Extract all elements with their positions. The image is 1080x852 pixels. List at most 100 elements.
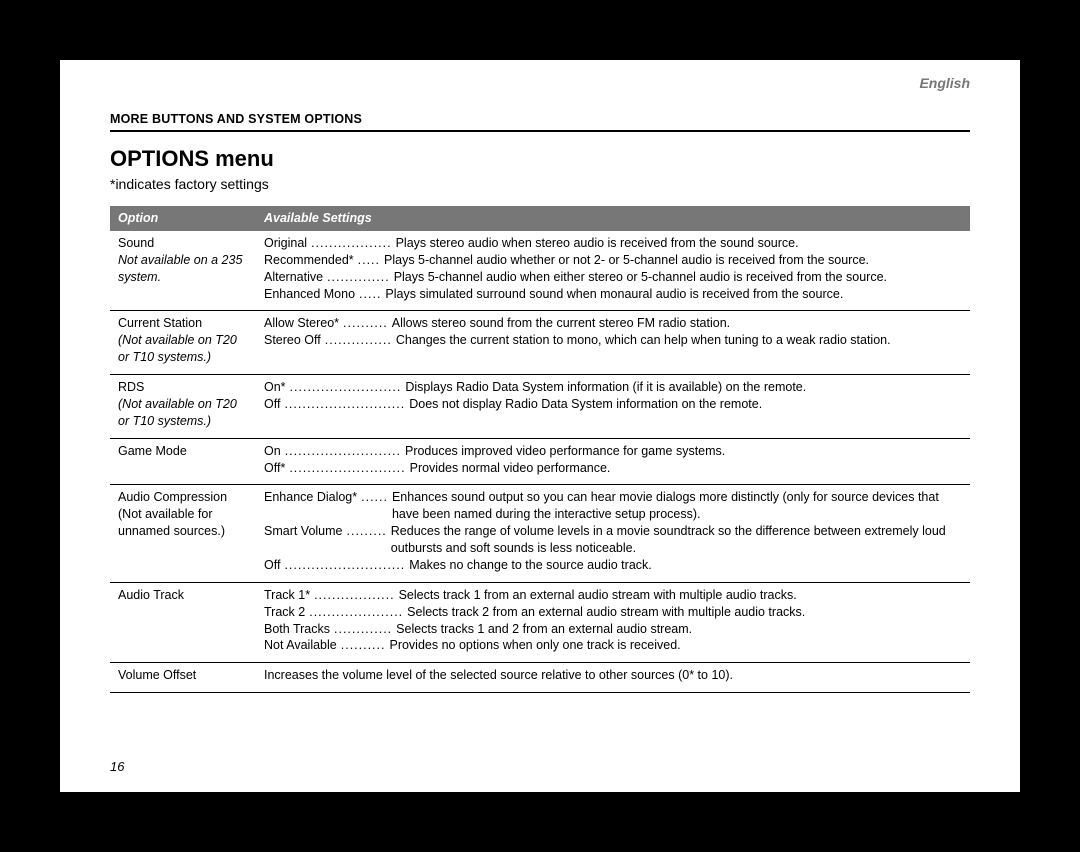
setting-desc: Enhances sound output so you can hear mo… (392, 489, 962, 523)
option-name: Audio Compression (118, 489, 248, 506)
setting-label: Smart Volume (264, 523, 343, 540)
setting-desc: Makes no change to the source audio trac… (409, 557, 962, 574)
option-note: (Not available on T20 or T10 systems.) (118, 332, 248, 366)
setting-desc: Plays simulated surround sound when mona… (385, 286, 962, 303)
setting-desc: Plays 5-channel audio whether or not 2- … (384, 252, 962, 269)
setting-row: Track 2.....................Selects trac… (264, 604, 962, 621)
setting-desc: Reduces the range of volume levels in a … (391, 523, 962, 557)
setting-row: Enhanced Mono.....Plays simulated surrou… (264, 286, 962, 303)
leader-dots: .......................... (285, 460, 409, 477)
language-label: English (919, 75, 970, 91)
setting-row: Recommended*.....Plays 5-channel audio w… (264, 252, 962, 269)
option-cell: Current Station(Not available on T20 or … (110, 311, 256, 375)
page-number: 16 (110, 759, 124, 774)
leader-dots: ............... (321, 332, 396, 349)
setting-desc: Plays stereo audio when stereo audio is … (396, 235, 962, 252)
option-cell: Audio Track (110, 582, 256, 663)
setting-row: Smart Volume.........Reduces the range o… (264, 523, 962, 557)
table-row: Volume Offset Increases the volume level … (110, 663, 970, 693)
setting-desc: Plays 5-channel audio when either stereo… (394, 269, 962, 286)
table-row: Audio TrackTrack 1*..................Sel… (110, 582, 970, 663)
setting-row: Off...........................Makes no c… (264, 557, 962, 574)
option-cell: RDS(Not available on T20 or T10 systems.… (110, 375, 256, 439)
leader-dots: ......................... (286, 379, 406, 396)
setting-row: Stereo Off...............Changes the cur… (264, 332, 962, 349)
setting-row: Both Tracks.............Selects tracks 1… (264, 621, 962, 638)
setting-label: Off* (264, 460, 285, 477)
setting-label: Enhanced Mono (264, 286, 355, 303)
leader-dots: .......... (337, 637, 390, 654)
settings-cell: On..........................Produces imp… (256, 438, 970, 485)
leader-dots: .......... (339, 315, 392, 332)
setting-label: Original (264, 235, 307, 252)
leader-dots: .......................... (281, 443, 405, 460)
table-row: SoundNot available on a 235 system.Origi… (110, 231, 970, 311)
leader-dots: ..................... (305, 604, 407, 621)
option-name: Current Station (118, 315, 248, 332)
setting-label: Track 1* (264, 587, 310, 604)
setting-row: Off*..........................Provides n… (264, 460, 962, 477)
leader-dots: ..... (354, 252, 384, 269)
setting-label: Enhance Dialog* (264, 489, 357, 506)
setting-desc: Selects track 1 from an external audio s… (399, 587, 962, 604)
setting-plain: Increases the volume level of the select… (264, 667, 962, 684)
option-name: Game Mode (118, 443, 248, 460)
section-header-part1: MORE (110, 112, 152, 126)
option-cell: Game Mode (110, 438, 256, 485)
option-note: Not available on a 235 system. (118, 252, 248, 286)
options-table: Option Available Settings SoundNot avail… (110, 206, 970, 693)
page: English MORE BUTTONS AND SYSTEM OPTIONS … (60, 60, 1020, 792)
settings-cell: On*.........................Displays Rad… (256, 375, 970, 439)
leader-dots: ......... (343, 523, 391, 540)
section-header-part2: BUTTONS AND SYSTEM OPTIONS (152, 112, 362, 126)
setting-label: Off (264, 396, 280, 413)
leader-dots: .............. (323, 269, 394, 286)
table-row: Game Mode On..........................Pro… (110, 438, 970, 485)
setting-label: Not Available (264, 637, 337, 654)
section-header: MORE BUTTONS AND SYSTEM OPTIONS (110, 112, 970, 126)
option-cell: Volume Offset (110, 663, 256, 693)
setting-desc: Displays Radio Data System information (… (405, 379, 962, 396)
setting-label: On (264, 443, 281, 460)
setting-row: Alternative..............Plays 5-channel… (264, 269, 962, 286)
setting-label: Off (264, 557, 280, 574)
setting-row: Track 1*..................Selects track … (264, 587, 962, 604)
leader-dots: ........................... (280, 396, 409, 413)
option-note: (Not available on T20 or T10 systems.) (118, 396, 248, 430)
setting-desc: Allows stereo sound from the current ste… (392, 315, 962, 332)
leader-dots: .................. (310, 587, 399, 604)
table-row: RDS(Not available on T20 or T10 systems.… (110, 375, 970, 439)
leader-dots: ...... (357, 489, 392, 506)
section-rule (110, 130, 970, 132)
setting-row: Enhance Dialog*......Enhances sound outp… (264, 489, 962, 523)
settings-cell: Original..................Plays stereo a… (256, 231, 970, 311)
option-name: RDS (118, 379, 248, 396)
setting-label: Alternative (264, 269, 323, 286)
setting-desc: Provides no options when only one track … (389, 637, 962, 654)
page-subtitle: *indicates factory settings (110, 176, 970, 192)
option-cell: Audio Compression(Not available for unna… (110, 485, 256, 582)
setting-desc: Selects track 2 from an external audio s… (407, 604, 962, 621)
setting-label: Track 2 (264, 604, 305, 621)
setting-desc: Selects tracks 1 and 2 from an external … (396, 621, 962, 638)
setting-label: Recommended* (264, 252, 354, 269)
leader-dots: ............. (330, 621, 396, 638)
option-name: Audio Track (118, 587, 248, 604)
settings-cell: Track 1*..................Selects track … (256, 582, 970, 663)
page-title: OPTIONS menu (110, 146, 970, 172)
setting-row: On*.........................Displays Rad… (264, 379, 962, 396)
setting-row: Off...........................Does not d… (264, 396, 962, 413)
settings-cell: Allow Stereo*..........Allows stereo sou… (256, 311, 970, 375)
setting-row: Not Available..........Provides no optio… (264, 637, 962, 654)
setting-label: Stereo Off (264, 332, 321, 349)
leader-dots: ..... (355, 286, 385, 303)
settings-cell: Enhance Dialog*......Enhances sound outp… (256, 485, 970, 582)
table-row: Audio Compression(Not available for unna… (110, 485, 970, 582)
col-option: Option (110, 206, 256, 231)
option-name: Volume Offset (118, 667, 248, 684)
settings-cell: Increases the volume level of the select… (256, 663, 970, 693)
setting-desc: Produces improved video performance for … (405, 443, 962, 460)
setting-row: Allow Stereo*..........Allows stereo sou… (264, 315, 962, 332)
setting-row: On..........................Produces imp… (264, 443, 962, 460)
col-settings: Available Settings (256, 206, 970, 231)
